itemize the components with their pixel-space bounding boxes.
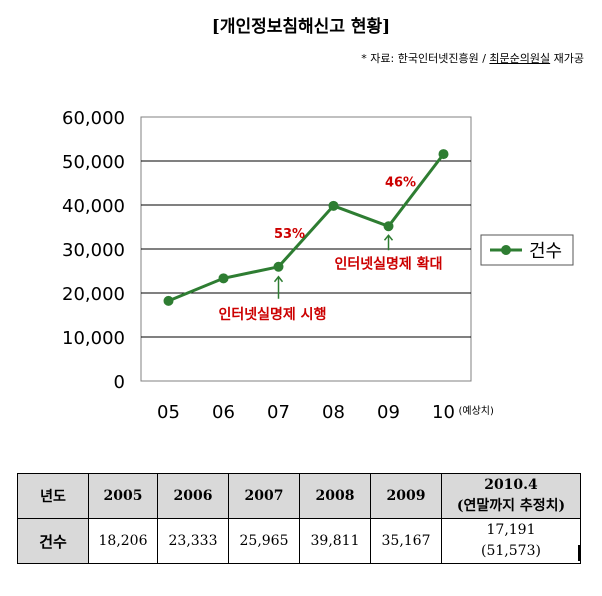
x-tick-label: 10 [432, 402, 455, 423]
annotation-percent: 53% [274, 227, 305, 242]
table-header-cell: 2005 [88, 473, 158, 519]
table-header-cell: 2008 [299, 473, 371, 519]
annotation-label: 인터넷실명제 시행 [219, 306, 327, 323]
x-tick-label: 06 [212, 402, 235, 423]
annotation-arrowhead [383, 234, 394, 241]
table-cell: 39,811 [299, 518, 371, 564]
table-cell: 23,333 [157, 518, 229, 564]
x-tick-label: 09 [377, 402, 400, 423]
y-tick-label: 0 [114, 372, 125, 393]
source-suffix: 재가공 [550, 52, 584, 65]
table-row-label: 건수 [17, 518, 89, 564]
annotation-label: 인터넷실명제 확대 [335, 255, 443, 272]
data-point [328, 200, 339, 211]
cell-value: 17,191 [486, 522, 536, 538]
annotation-arrowhead [273, 275, 284, 283]
legend: 건수 [480, 234, 574, 266]
y-tick-label: 40,000 [62, 196, 125, 217]
line-chart: 0 10,000 20,000 30,000 40,000 50,000 60,000 05… [62, 108, 574, 423]
source-prefix: * 자료: 한국인터넷진흥원 / [361, 52, 490, 65]
table-cell: 18,206 [88, 518, 158, 564]
x-tick-label: 07 [267, 402, 290, 423]
text-cursor [578, 545, 580, 561]
x-axis-ticks: 05 06 07 08 09 10 (예상치) [157, 402, 494, 423]
y-tick-label: 30,000 [62, 240, 125, 261]
annotations: 53% 46% 인터넷실명제 시행 인터넷실명제 확대 [219, 175, 443, 322]
y-tick-label: 50,000 [62, 152, 125, 173]
data-point [273, 261, 284, 272]
table-cell-estimate: 17,191 (51,573) [441, 518, 581, 564]
annotation-percent: 46% [385, 175, 416, 190]
gridlines [141, 160, 471, 338]
table-cell: 35,167 [370, 518, 442, 564]
table-header-cell: 2006 [157, 473, 229, 519]
table-header-cell: 2007 [228, 473, 300, 519]
data-point [383, 221, 394, 232]
legend-label: 건수 [529, 241, 562, 262]
source-note: * 자료: 한국인터넷진흥원 / 최문순의원실 재가공 [361, 50, 584, 66]
data-table: 년도 2005 2006 2007 2008 2009 2010.4 (연말까지 … [17, 473, 581, 564]
x-tick-label: 05 [157, 402, 180, 423]
x-tick-label: 08 [322, 402, 345, 423]
table-cell: 25,965 [228, 518, 300, 564]
data-point [163, 295, 174, 306]
y-tick-label: 20,000 [62, 284, 125, 305]
page-title: [개인정보침해신고 현황] [211, 17, 391, 37]
series-markers [163, 149, 449, 306]
y-tick-label: 10,000 [62, 328, 125, 349]
x-tick-note: (예상치) [459, 405, 495, 417]
data-point [438, 149, 449, 160]
table-header-cell: 2009 [370, 473, 442, 519]
cell-estimate: (51,573) [481, 543, 541, 559]
y-axis-ticks: 0 10,000 20,000 30,000 40,000 50,000 60,000 [62, 108, 125, 393]
series-line [167, 153, 445, 303]
y-tick-label: 60,000 [62, 108, 125, 129]
table-header-row: 년도 2005 2006 2007 2008 2009 2010.4 (연말까지 … [17, 473, 581, 519]
data-point [218, 273, 229, 284]
table-header-cell-estimate: 2010.4 (연말까지 추정치) [441, 473, 581, 519]
legend-marker [501, 245, 511, 255]
source-underlined: 최문순의원실 [489, 52, 551, 65]
table-header-cell: 년도 [17, 473, 89, 519]
header-year: 2010.4 [484, 477, 538, 493]
header-estimate-note: (연말까지 추정치) [456, 498, 566, 514]
table-row: 건수 18,206 23,333 25,965 39,811 35,167 17… [17, 518, 581, 564]
